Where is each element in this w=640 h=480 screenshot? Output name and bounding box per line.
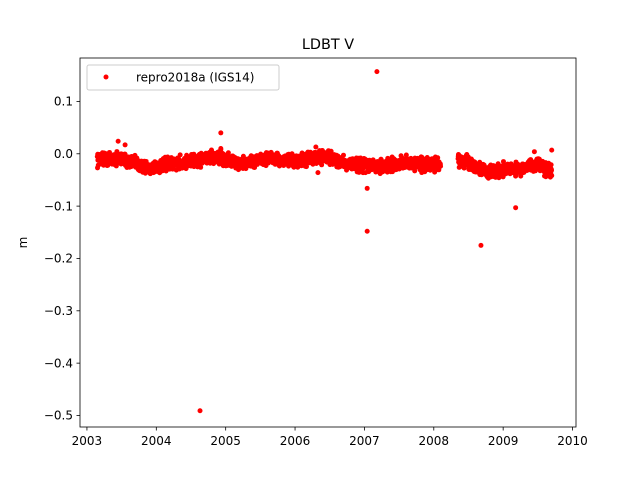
x-tick-label: 2010 xyxy=(557,434,588,448)
x-tick-label: 2009 xyxy=(488,434,519,448)
legend-box xyxy=(86,64,280,91)
data-point-outlier xyxy=(513,205,519,211)
data-point-outlier xyxy=(478,242,484,248)
data-point-outlier xyxy=(549,147,555,153)
legend: repro2018a (IGS14) xyxy=(86,64,280,91)
data-point-outlier xyxy=(115,138,121,144)
data-points xyxy=(94,69,555,414)
data-point xyxy=(549,167,555,173)
data-point-outlier xyxy=(313,144,319,150)
y-tick-label: −0.4 xyxy=(44,356,73,370)
data-point xyxy=(319,162,325,168)
x-tick-label: 2005 xyxy=(210,434,241,448)
legend-label: repro2018a (IGS14) xyxy=(136,71,254,85)
data-point xyxy=(340,152,346,158)
data-point xyxy=(328,148,334,154)
data-point xyxy=(435,155,441,161)
x-tick-label: 2008 xyxy=(419,434,450,448)
data-point xyxy=(225,150,231,156)
data-point-outlier xyxy=(218,146,224,152)
y-tick-label: 0.0 xyxy=(54,147,73,161)
data-point xyxy=(548,162,554,168)
y-axis-label: m xyxy=(16,237,30,249)
data-point xyxy=(549,173,555,179)
chart-title: LDBT V xyxy=(302,37,354,53)
data-point-outlier xyxy=(364,185,370,191)
data-point xyxy=(198,164,204,170)
y-tick-label: −0.1 xyxy=(44,199,73,213)
y-tick-label: 0.1 xyxy=(54,95,73,109)
legend-marker xyxy=(103,74,109,80)
data-point xyxy=(356,169,362,175)
data-point-outlier xyxy=(315,170,321,176)
data-point xyxy=(177,152,183,158)
x-tick-label: 2006 xyxy=(280,434,311,448)
y-tick-label: −0.3 xyxy=(44,304,73,318)
x-tick-label: 2004 xyxy=(141,434,172,448)
y-tick-label: −0.2 xyxy=(44,252,73,266)
x-tick-label: 2003 xyxy=(72,434,103,448)
x-axis: 2003 2004 2005 2006 2007 2008 2009 2010 xyxy=(72,427,588,448)
data-point-outlier xyxy=(364,228,370,234)
data-point-outlier xyxy=(218,130,224,136)
data-point xyxy=(403,152,409,158)
data-point-outlier xyxy=(197,408,203,414)
data-point xyxy=(495,161,501,167)
x-tick-label: 2007 xyxy=(349,434,380,448)
data-point-outlier xyxy=(531,149,537,155)
data-point-outlier xyxy=(122,142,128,148)
y-tick-label: −0.5 xyxy=(44,409,73,423)
data-point-outlier xyxy=(374,69,380,75)
data-point xyxy=(113,163,119,169)
y-axis: 0.1 0.0 −0.1 −0.2 −0.3 −0.4 −0.5 xyxy=(44,95,80,423)
plot-frame xyxy=(79,57,577,428)
data-point xyxy=(438,163,444,169)
